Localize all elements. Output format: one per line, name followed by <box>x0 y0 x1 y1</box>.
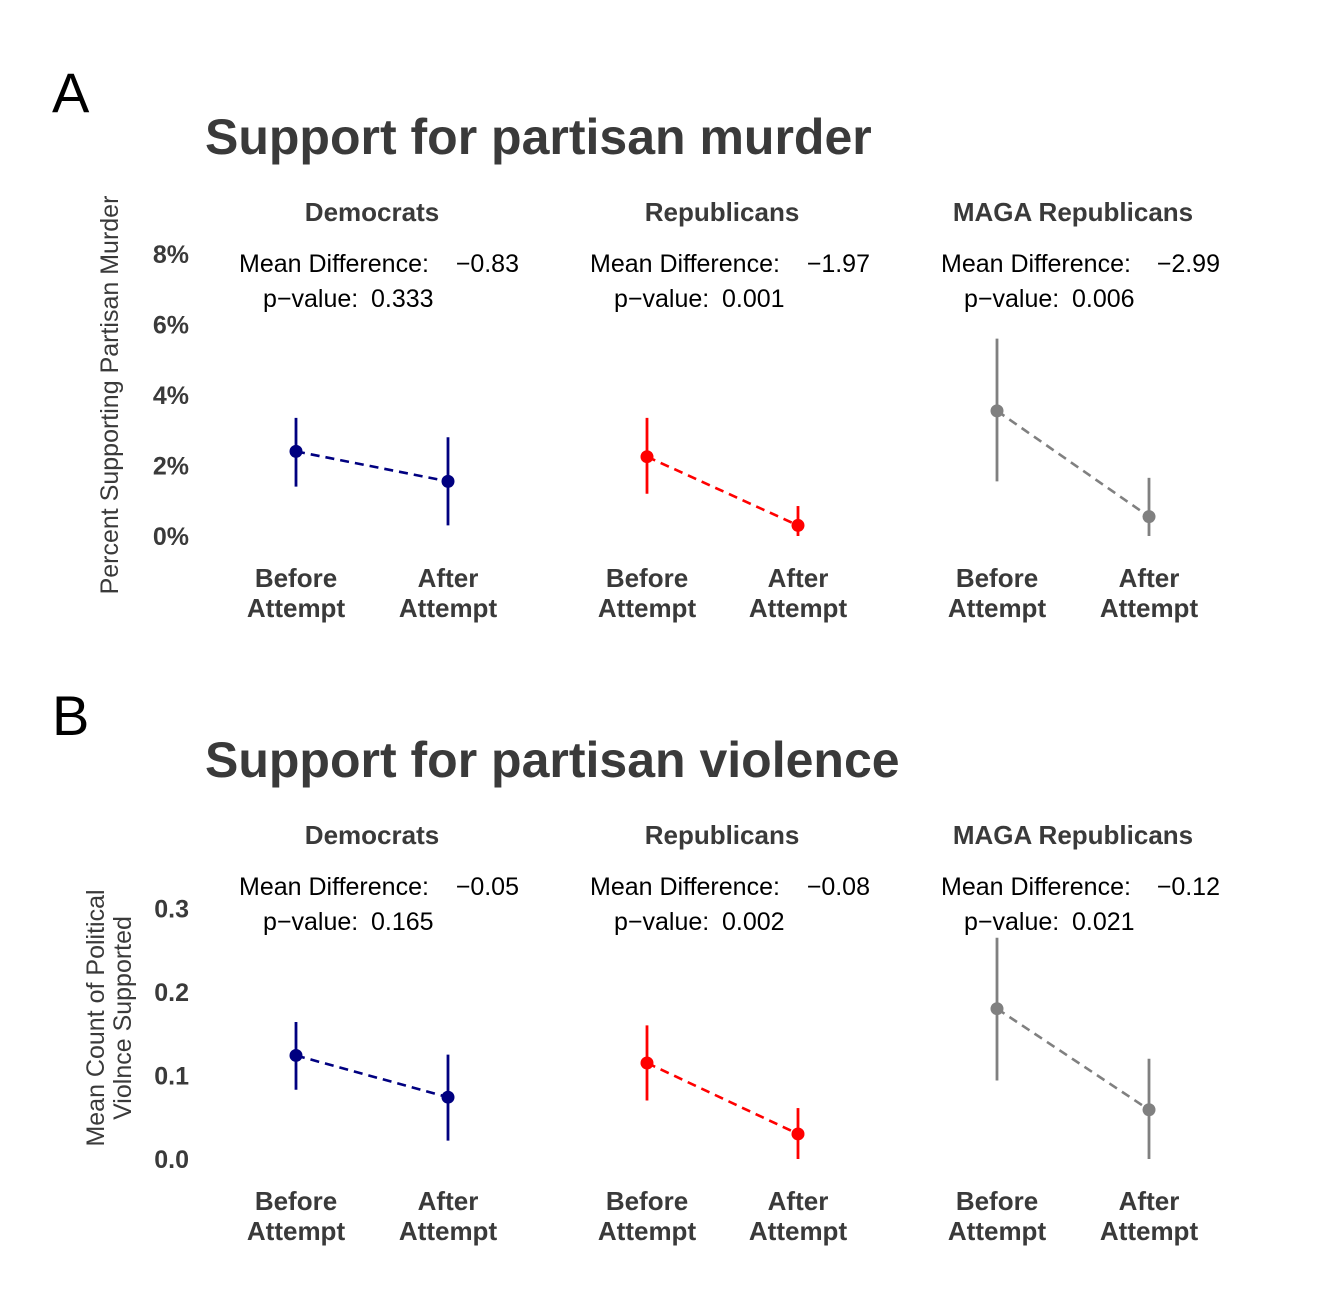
y-tick-label: 0.3 <box>154 896 189 924</box>
facet-maga-republicans: MAGA Republicans Mean Difference: −0.12 p−v… <box>941 820 1220 1246</box>
x-tick-label: Attempt <box>399 593 498 623</box>
connector-line <box>996 409 1150 518</box>
y-tick-label: 8% <box>153 241 189 269</box>
panel-b: B Support for partisan violence Mean Count… <box>52 684 1220 1246</box>
mean-difference-label: Mean Difference: <box>941 873 1131 901</box>
y-tick-label: 4% <box>153 382 189 410</box>
data-point <box>791 518 805 532</box>
x-tick-label: Before <box>255 563 337 593</box>
y-tick-label: 0.0 <box>154 1146 189 1174</box>
y-tick-label: 0.1 <box>154 1063 189 1091</box>
connector-line <box>646 1061 799 1136</box>
p-value-label: p−value: <box>263 908 358 936</box>
p-value-label: p−value: <box>964 285 1059 313</box>
connector-line <box>295 450 449 483</box>
data-point <box>791 1127 805 1141</box>
x-tick-label: Before <box>606 563 688 593</box>
facet-democrats: Democrats Mean Difference: −0.05 p−value: 0.… <box>239 820 519 1246</box>
x-tick-label: Before <box>255 1186 337 1216</box>
data-point <box>640 1056 654 1070</box>
x-tick-label: Attempt <box>749 1216 848 1246</box>
x-tick-label: After <box>1119 1186 1180 1216</box>
data-point <box>289 444 303 458</box>
mean-difference-label: Mean Difference: <box>590 250 780 278</box>
x-tick-label: Before <box>956 563 1038 593</box>
y-axis-label: Percent Supporting Partisan Murder <box>96 196 124 595</box>
y-axis-label-line: Violnce Supported <box>109 916 137 1120</box>
y-axis-label-line: Mean Count of Political <box>82 889 110 1146</box>
mean-difference-label: Mean Difference: <box>239 250 429 278</box>
mean-difference-value: −1.97 <box>807 250 870 278</box>
facet-democrats: Democrats Mean Difference: −0.83 p−value: 0.… <box>239 197 519 623</box>
panel-title: Support for partisan murder <box>205 109 872 165</box>
data-point <box>640 450 654 464</box>
facet-title: MAGA Republicans <box>953 197 1193 227</box>
mean-difference-label: Mean Difference: <box>941 250 1131 278</box>
x-tick-label: Before <box>956 1186 1038 1216</box>
mean-difference-value: −2.99 <box>1157 250 1220 278</box>
facet-title: MAGA Republicans <box>953 820 1193 850</box>
p-value-label: p−value: <box>614 908 709 936</box>
y-axis-label: Mean Count of PoliticalViolnce Supported <box>82 889 137 1146</box>
p-value-label: p−value: <box>964 908 1059 936</box>
mean-difference-label: Mean Difference: <box>590 873 780 901</box>
facet-republicans: Republicans Mean Difference: −0.08 p−value:… <box>590 820 870 1246</box>
x-tick-label: Attempt <box>1100 593 1199 623</box>
facet-title: Republicans <box>645 197 800 227</box>
x-tick-label: Attempt <box>948 1216 1047 1246</box>
p-value: 0.002 <box>722 908 785 936</box>
data-point <box>990 404 1004 418</box>
data-point <box>289 1048 303 1062</box>
x-tick-label: Attempt <box>948 593 1047 623</box>
x-tick-label: Attempt <box>749 593 848 623</box>
panel-a: A Support for partisan murder Percent Supp… <box>52 61 1220 623</box>
connector-line <box>646 455 799 527</box>
y-tick-label: 2% <box>153 453 189 481</box>
p-value: 0.001 <box>722 285 785 313</box>
data-point <box>1142 1103 1156 1117</box>
connector-line <box>295 1054 449 1099</box>
x-tick-label: After <box>1119 563 1180 593</box>
data-point <box>441 1090 455 1104</box>
facet-title: Democrats <box>305 197 439 227</box>
y-tick-label: 0.2 <box>154 979 189 1007</box>
data-point <box>441 474 455 488</box>
x-tick-label: After <box>418 1186 479 1216</box>
x-tick-label: Attempt <box>598 1216 697 1246</box>
y-tick-label: 6% <box>153 312 189 340</box>
p-value-label: p−value: <box>263 285 358 313</box>
facet-title: Democrats <box>305 820 439 850</box>
x-tick-label: After <box>768 563 829 593</box>
data-point <box>1142 510 1156 524</box>
x-tick-label: Before <box>606 1186 688 1216</box>
mean-difference-value: −0.08 <box>807 873 870 901</box>
x-tick-label: Attempt <box>247 593 346 623</box>
y-axis-label-line: Percent Supporting Partisan Murder <box>96 196 124 595</box>
data-point <box>990 1002 1004 1016</box>
p-value: 0.006 <box>1072 285 1135 313</box>
facet-republicans: Republicans Mean Difference: −1.97 p−value:… <box>590 197 870 623</box>
mean-difference-value: −0.05 <box>456 873 519 901</box>
p-value: 0.021 <box>1072 908 1135 936</box>
x-tick-label: Attempt <box>598 593 697 623</box>
x-tick-label: Attempt <box>247 1216 346 1246</box>
mean-difference-value: −0.12 <box>1157 873 1220 901</box>
panel-label: B <box>52 684 89 747</box>
x-tick-label: Attempt <box>1100 1216 1199 1246</box>
x-tick-label: After <box>418 563 479 593</box>
p-value-label: p−value: <box>614 285 709 313</box>
x-tick-label: After <box>768 1186 829 1216</box>
mean-difference-value: −0.83 <box>456 250 519 278</box>
p-value: 0.165 <box>371 908 434 936</box>
p-value: 0.333 <box>371 285 434 313</box>
x-tick-label: Attempt <box>399 1216 498 1246</box>
panel-title: Support for partisan violence <box>205 732 900 788</box>
y-tick-label: 0% <box>153 523 189 551</box>
mean-difference-label: Mean Difference: <box>239 873 429 901</box>
facet-maga-republicans: MAGA Republicans Mean Difference: −2.99 p−v… <box>941 197 1220 623</box>
facet-title: Republicans <box>645 820 800 850</box>
panel-label: A <box>52 61 90 124</box>
connector-line <box>996 1007 1150 1111</box>
